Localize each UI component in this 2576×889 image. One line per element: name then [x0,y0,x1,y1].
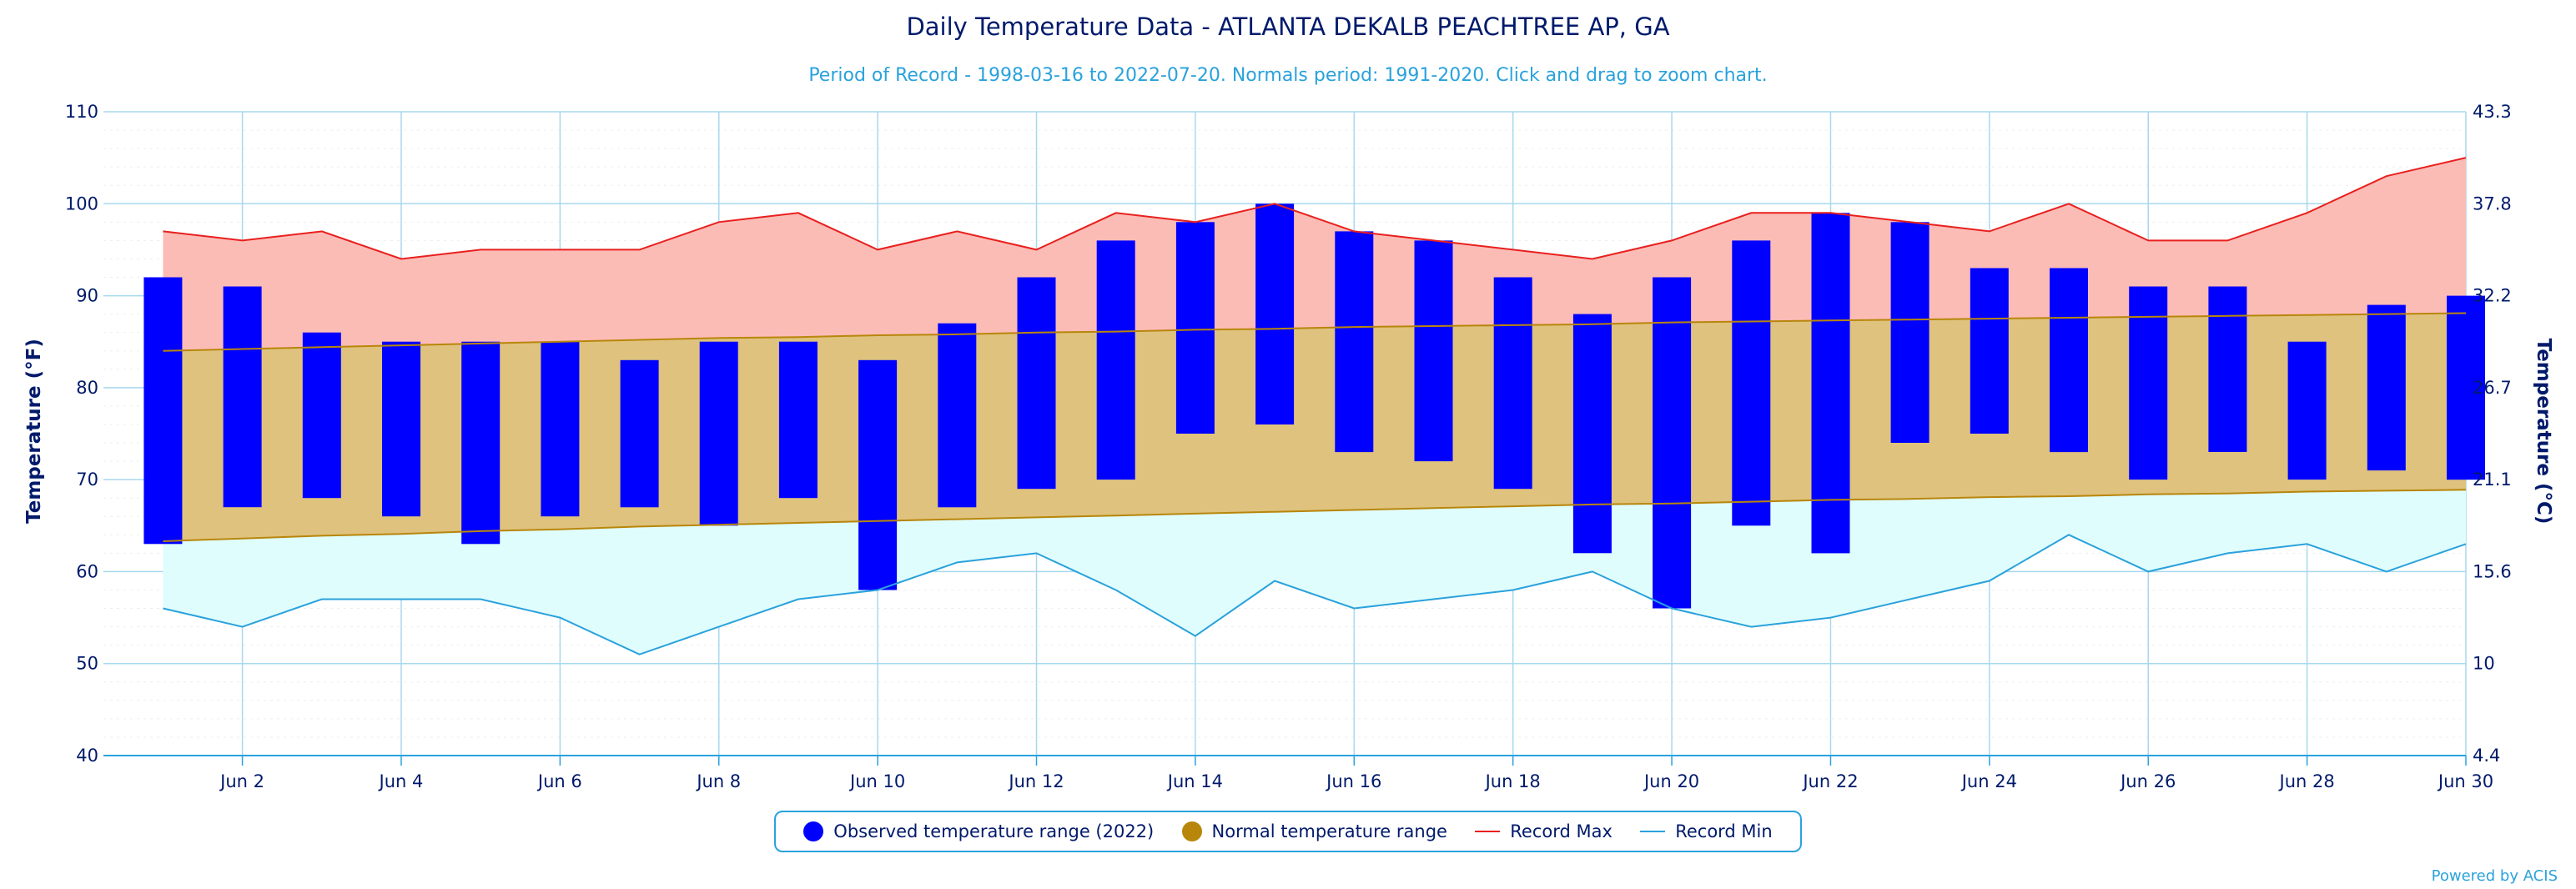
y-tick-label-left: 110 [65,102,98,122]
legend-label-observed: Observed temperature range (2022) [833,821,1155,841]
x-tick-label: Jun 8 [695,771,741,791]
y-tick-label-left: 90 [76,286,98,306]
observed-bar[interactable] [1732,240,1771,526]
observed-bar[interactable] [1811,213,1850,554]
record-max-line-icon [1475,831,1501,832]
normal-low-line [163,489,2467,542]
observed-bar[interactable] [1970,268,2009,434]
y-tick-label-right: 43.3 [2473,102,2512,122]
x-tick-label: Jun 18 [1484,771,1541,791]
observed-bar[interactable] [1890,222,1929,443]
observed-bar[interactable] [1493,277,1532,490]
y-tick-label-right: 32.2 [2473,286,2512,306]
observed-bar[interactable] [2050,268,2088,453]
legend-item-observed[interactable]: Observed temperature range (2022) [803,821,1154,841]
normal-high-line [163,312,2467,352]
observed-bar[interactable] [858,359,898,590]
observed-bar[interactable] [699,341,738,526]
y-tick-label-left: 60 [76,561,98,581]
x-tick-label: Jun 28 [2278,771,2335,791]
normal-range-area [163,313,2467,541]
observed-bar[interactable] [143,277,183,545]
observed-bar[interactable] [2208,286,2247,453]
x-tick-label: Jun 16 [1325,771,1381,791]
observed-marker-icon [803,821,824,841]
x-tick-label: Jun 14 [1166,771,1223,791]
legend-item-normal[interactable]: Normal temperature range [1181,821,1447,841]
y-tick-label-right: 37.8 [2473,193,2512,213]
observed-bar[interactable] [1017,277,1056,490]
record-max-area [163,158,2467,351]
observed-bar[interactable] [1335,231,1374,453]
observed-bar[interactable] [2447,295,2485,480]
record-min-area [163,490,2467,655]
normal-marker-icon [1181,821,1202,841]
x-tick-label: Jun 10 [848,771,905,791]
observed-bar[interactable] [461,341,501,545]
legend-item-record-max[interactable]: Record Max [1475,821,1613,841]
observed-bar[interactable] [1175,222,1215,434]
record-min-line [163,534,2467,655]
y-axis-label-left: Temperature (°F) [23,339,45,524]
observed-bar[interactable] [302,332,341,499]
x-tick-label: Jun 26 [2119,771,2176,791]
y-tick-label-right: 10 [2473,654,2495,674]
observed-bar[interactable] [1414,240,1453,462]
y-axis-label-right: Temperature (°C) [2533,339,2554,525]
y-tick-label-left: 100 [65,193,98,213]
y-tick-label-right: 21.1 [2473,470,2512,490]
observed-bar[interactable] [938,323,977,508]
x-tick-label: Jun 22 [1801,771,1858,791]
chart-title: Daily Temperature Data - ATLANTA DEKALB … [906,13,1669,41]
legend-label-normal: Normal temperature range [1211,821,1447,841]
observed-bar[interactable] [1653,277,1692,609]
observed-bar[interactable] [1255,203,1295,425]
legend-label-record-min: Record Min [1675,821,1773,841]
observed-bar[interactable] [2367,304,2406,471]
x-tick-label: Jun 20 [1643,771,1699,791]
x-tick-label: Jun 6 [536,771,582,791]
observed-bar[interactable] [223,286,262,508]
powered-by-credit[interactable]: Powered by ACIS [2431,867,2558,885]
y-tick-label-right: 4.4 [2473,746,2500,766]
x-tick-label: Jun 12 [1007,771,1064,791]
y-tick-label-left: 40 [76,746,98,766]
observed-bar[interactable] [1572,314,1612,554]
observed-bar[interactable] [541,341,580,517]
chart-subtitle: Period of Record - 1998-03-16 to 2022-07… [808,65,1767,86]
legend-label-record-max: Record Max [1510,821,1613,841]
observed-bar[interactable] [382,341,420,517]
observed-bar[interactable] [620,359,659,508]
x-tick-label: Jun 4 [378,771,424,791]
x-tick-label: Jun 30 [2437,771,2493,791]
observed-bar[interactable] [2287,341,2327,480]
observed-bar[interactable] [778,341,818,499]
x-tick-label: Jun 2 [219,771,264,791]
record-min-line-icon [1640,831,1666,832]
x-tick-label: Jun 24 [1960,771,2017,791]
observed-bar[interactable] [1096,240,1135,480]
y-tick-label-left: 80 [76,378,98,398]
y-tick-label-left: 50 [76,654,98,674]
y-tick-label-right: 15.6 [2473,561,2512,581]
chart-legend: Observed temperature range (2022) Normal… [774,811,1802,852]
y-tick-label-left: 70 [76,470,98,490]
y-tick-label-right: 26.7 [2473,378,2512,398]
record-max-line [163,157,2467,260]
observed-bar[interactable] [2129,286,2168,480]
legend-item-record-min[interactable]: Record Min [1640,821,1773,841]
